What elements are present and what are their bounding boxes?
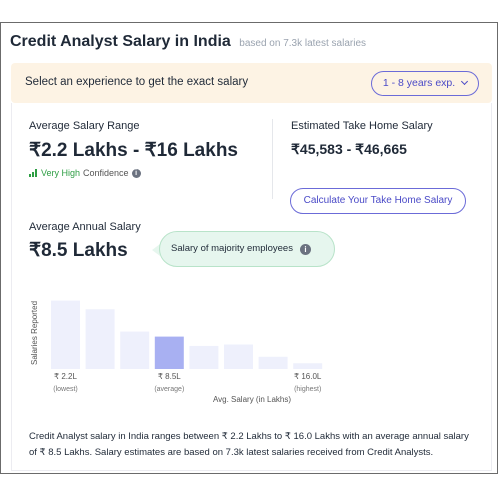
x-tick-sublabel: (highest) — [294, 386, 321, 393]
x-tick-label: ₹ 8.5L — [158, 372, 181, 381]
confidence-indicator: Very High Confidence i — [29, 168, 141, 178]
page-title: Credit Analyst Salary in India — [10, 33, 231, 50]
chart-bar — [224, 344, 253, 369]
confidence-level: Very High — [41, 168, 81, 178]
experience-dropdown[interactable]: 1 - 8 years exp. — [371, 71, 479, 96]
salary-range-label: Average Salary Range — [29, 120, 140, 132]
tooltip-text: Salary of majority employees — [171, 243, 293, 254]
salary-card: Average Salary Range ₹2.2 Lakhs - ₹16 La… — [11, 103, 492, 471]
chart-bar — [189, 345, 219, 369]
y-axis-label: Salaries Reported — [30, 301, 39, 365]
calculate-take-home-button[interactable]: Calculate Your Take Home Salary — [290, 188, 466, 214]
salary-range-value: ₹2.2 Lakhs - ₹16 Lakhs — [29, 140, 238, 161]
take-home-value: ₹45,583 - ₹46,665 — [291, 141, 407, 157]
confidence-suffix: Confidence — [83, 168, 129, 178]
experience-prompt: Select an experience to get the exact sa… — [25, 76, 249, 88]
x-tick-sublabel: (average) — [154, 386, 184, 393]
experience-banner: Select an experience to get the exact sa… — [11, 63, 492, 103]
signal-bars-icon — [29, 169, 38, 177]
salary-description: Credit Analyst salary in India ranges be… — [29, 431, 469, 458]
x-tick-label: ₹ 16.0L — [294, 372, 322, 381]
chevron-down-icon — [461, 77, 469, 86]
chart-bar — [293, 363, 323, 369]
widget-header: Credit Analyst Salary in India based on … — [10, 33, 366, 51]
info-icon[interactable]: i — [131, 168, 141, 178]
annual-salary-value: ₹8.5 Lakhs — [29, 240, 128, 261]
chart-bar — [154, 336, 184, 369]
chart-bar — [85, 309, 115, 369]
annual-salary-label: Average Annual Salary — [29, 221, 141, 233]
salary-distribution-chart: Salaries Reported ₹ 2.2L (lowest) ₹ 8.5L (av… — [30, 300, 323, 404]
experience-selected: 1 - 8 years exp. — [382, 77, 456, 89]
majority-salary-tooltip: Salary of majority employees i — [159, 231, 335, 267]
salary-widget: Credit Analyst Salary in India based on … — [0, 22, 498, 474]
x-tick-sublabel: (lowest) — [53, 386, 78, 393]
chart-bar — [120, 331, 150, 369]
take-home-label: Estimated Take Home Salary — [291, 120, 433, 132]
tooltip-arrow — [152, 244, 160, 256]
info-icon[interactable]: i — [299, 244, 311, 255]
chart-bar — [51, 300, 80, 369]
chart-bar — [258, 356, 288, 369]
page-subtitle: based on 7.3k latest salaries — [239, 38, 367, 49]
column-divider — [272, 119, 273, 199]
x-tick-label: ₹ 2.2L — [54, 372, 77, 381]
x-axis-label: Avg. Salary (in Lakhs) — [213, 395, 291, 404]
